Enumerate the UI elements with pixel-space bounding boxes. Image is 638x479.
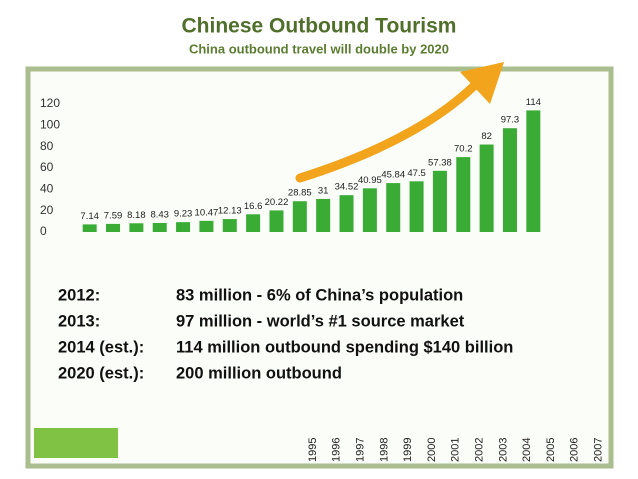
value-label: 57.38 <box>428 157 452 168</box>
note-text: 200 million outbound <box>176 364 342 382</box>
bar <box>386 183 401 232</box>
year-label: 2002 <box>474 438 486 462</box>
value-label: 16.6 <box>244 201 263 212</box>
year-label: 2006 <box>569 438 581 462</box>
bar <box>479 144 494 232</box>
bar <box>432 170 447 232</box>
value-label: 47.5 <box>407 168 426 179</box>
year-label: 1996 <box>331 438 343 462</box>
y-tick-label: 120 <box>40 96 60 110</box>
arrow-head <box>460 62 504 104</box>
note-label: 2013: <box>58 312 100 330</box>
value-label: 45.84 <box>381 170 405 181</box>
bar <box>362 188 377 232</box>
bar <box>106 223 121 232</box>
value-label: 31 <box>318 185 329 196</box>
bar <box>456 157 471 232</box>
value-label: 12.13 <box>218 206 242 217</box>
subtitle: China outbound travel will double by 202… <box>189 41 449 56</box>
y-tick-label: 40 <box>40 182 54 196</box>
bar <box>199 220 214 232</box>
bar <box>82 224 97 232</box>
y-tick-label: 80 <box>40 139 54 153</box>
bar <box>129 223 144 232</box>
year-label: 2005 <box>545 438 557 462</box>
y-tick-label: 0 <box>40 224 47 238</box>
year-label: 1998 <box>378 438 390 462</box>
value-label: 34.52 <box>335 182 359 193</box>
note-text: 97 million - world’s #1 source market <box>176 312 465 330</box>
y-tick-label: 60 <box>40 160 54 174</box>
value-label: 82 <box>481 131 492 142</box>
bar <box>269 210 284 232</box>
value-label: 70.2 <box>454 144 473 155</box>
year-label: 2001 <box>450 438 462 462</box>
value-label: 20.22 <box>265 197 289 208</box>
value-label: 7.14 <box>80 211 99 222</box>
bar <box>246 214 261 232</box>
value-label: 97.3 <box>501 115 520 126</box>
note-label: 2014 (est.): <box>58 338 144 356</box>
bar <box>502 128 517 232</box>
value-label: 8.18 <box>127 210 146 221</box>
bar <box>409 181 424 232</box>
title: Chinese Outbound Tourism <box>182 15 457 38</box>
value-label: 114 <box>526 97 541 108</box>
year-label: 2004 <box>521 438 533 462</box>
trend-arrow <box>295 77 483 183</box>
value-label: 10.47 <box>195 207 219 218</box>
logo <box>34 428 118 458</box>
year-label: 1995 <box>307 438 319 462</box>
bar <box>152 223 167 232</box>
year-label: 2007 <box>593 438 605 462</box>
chart-frame <box>25 66 614 469</box>
bar <box>316 198 331 232</box>
year-label: 1997 <box>355 438 367 462</box>
year-label: 1999 <box>402 438 414 462</box>
bar <box>222 219 237 232</box>
y-tick-label: 100 <box>40 118 60 132</box>
value-label: 7.59 <box>104 210 123 221</box>
year-label: 2003 <box>497 438 509 462</box>
y-tick-label: 20 <box>40 203 54 217</box>
note-label: 2012: <box>58 286 100 304</box>
value-label: 9.23 <box>174 209 193 220</box>
note-text: 114 million outbound spending $140 billi… <box>176 338 513 356</box>
bar <box>526 110 541 232</box>
value-label: 40.95 <box>358 175 382 186</box>
bar <box>339 195 354 232</box>
note-label: 2020 (est.): <box>58 364 144 382</box>
value-label: 28.85 <box>288 188 312 199</box>
value-label: 8.43 <box>150 210 169 221</box>
note-text: 83 million - 6% of China’s population <box>176 286 463 304</box>
bar <box>176 222 191 232</box>
year-label: 2000 <box>426 438 438 462</box>
bar <box>292 201 307 232</box>
